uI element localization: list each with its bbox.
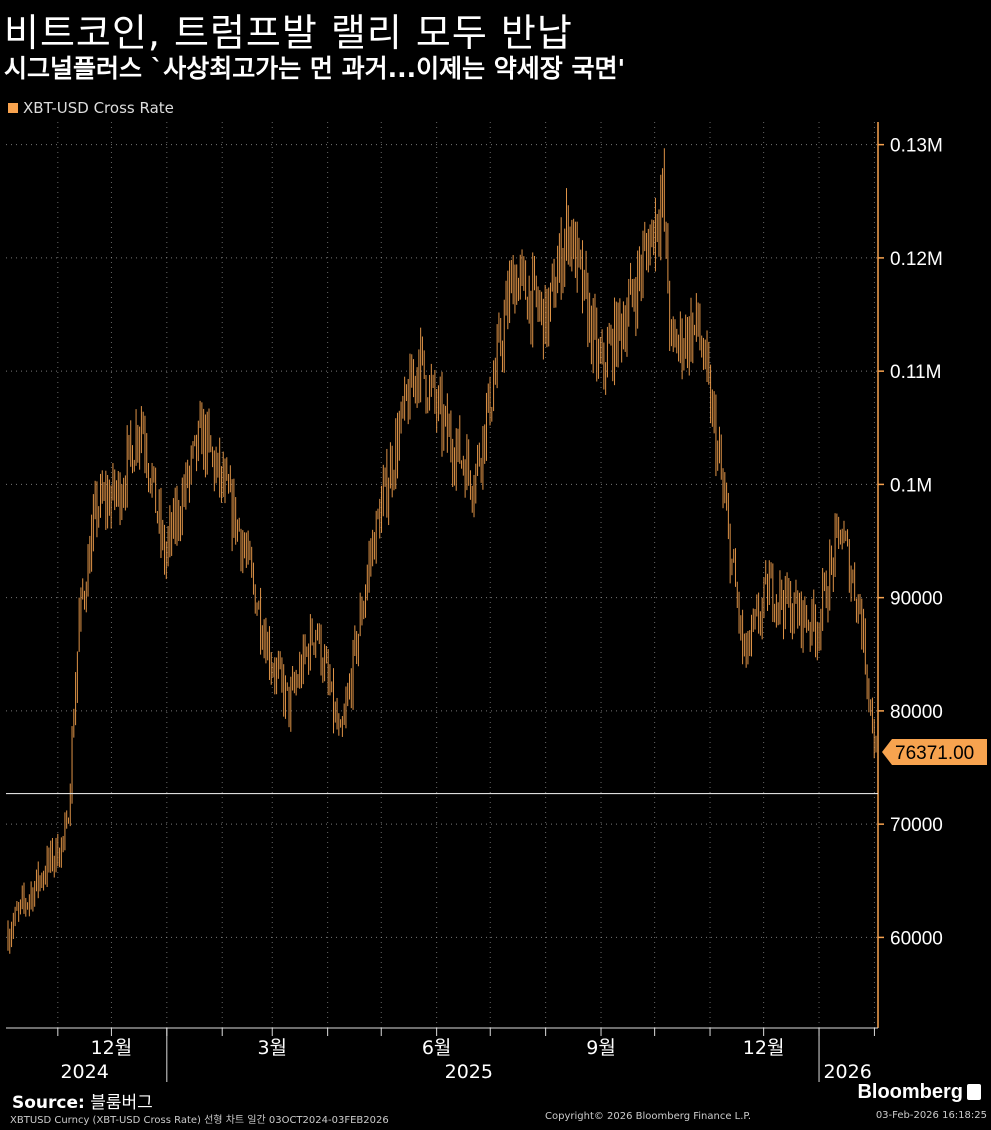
- y-tick-label: 0.13M: [890, 136, 943, 157]
- year-label: 2025: [445, 1061, 493, 1083]
- grid-lines: [6, 122, 878, 1028]
- bloomberg-chart-icon: [967, 1084, 981, 1100]
- chart-subtitle: 시그널플러스 `사상최고가는 먼 과거...이제는 약세장 국면': [4, 54, 626, 83]
- legend: XBT-USD Cross Rate: [8, 99, 174, 117]
- y-tick-label: 0.1M: [890, 475, 932, 496]
- chart-details: XBTUSD Curncy (XBT-USD Cross Rate) 선형 차트…: [10, 1115, 389, 1126]
- last-price-badge: [882, 738, 987, 765]
- source-value: 블룸버그: [90, 1093, 153, 1113]
- copyright: Copyright© 2026 Bloomberg Finance L.P.: [545, 1111, 752, 1122]
- last-price-tag: 76371.00: [882, 738, 987, 765]
- axes: 76371.00: [6, 122, 987, 1082]
- y-axis-ticks: 60000 70000 80000 90000 0.1M 0.11M 0.12M 0.13M: [878, 136, 943, 949]
- y-tick-label: 0.11M: [890, 362, 941, 383]
- legend-swatch: [8, 103, 18, 113]
- x-tick-label: 6월: [422, 1037, 452, 1059]
- year-label: 2024: [60, 1061, 108, 1083]
- y-tick-label: 80000: [890, 702, 943, 723]
- year-label: 2026: [823, 1061, 871, 1083]
- y-tick-label: 60000: [890, 928, 943, 949]
- brand-logo: Bloomberg: [857, 1081, 963, 1103]
- price-bars: [7, 148, 877, 954]
- source-note: Source: 블룸버그: [12, 1088, 153, 1113]
- chart-title: 비트코인, 트럼프발 랠리 모두 반납: [4, 11, 573, 55]
- y-tick-label: 70000: [890, 815, 943, 836]
- source-label: Source:: [12, 1093, 85, 1113]
- x-tick-label: 12월: [91, 1037, 133, 1059]
- y-tick-label: 90000: [890, 589, 943, 610]
- y-tick-label: 0.12M: [890, 249, 943, 270]
- legend-label: XBT-USD Cross Rate: [23, 99, 174, 117]
- x-tick-label: 3월: [257, 1037, 287, 1059]
- timestamp: 03-Feb-2026 16:18:25: [875, 1110, 987, 1121]
- x-tick-label: 9월: [586, 1037, 616, 1059]
- x-tick-label: 12월: [743, 1037, 785, 1059]
- last-price-label: 76371.00: [895, 743, 974, 764]
